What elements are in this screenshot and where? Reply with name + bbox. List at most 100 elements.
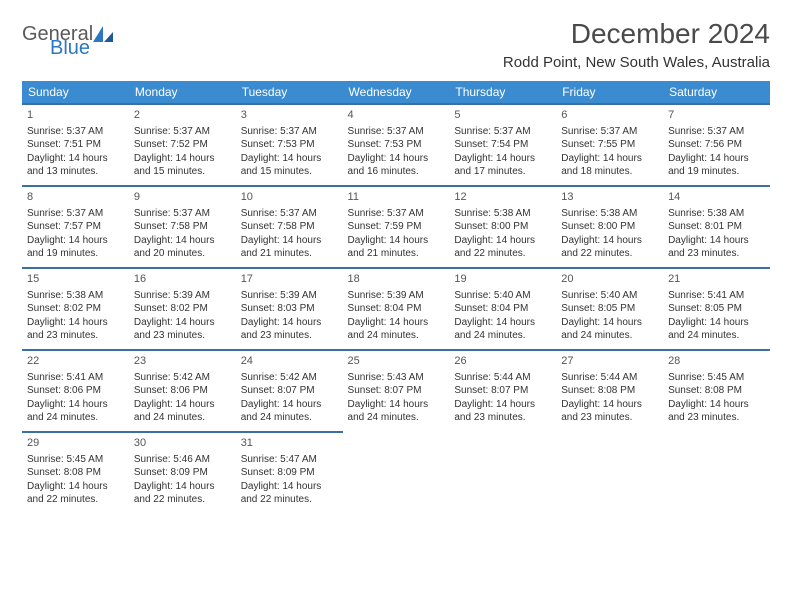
daylight-text: Daylight: 14 hours and 19 minutes. bbox=[27, 234, 124, 261]
daylight-text: Daylight: 14 hours and 24 minutes. bbox=[348, 316, 445, 343]
calendar-cell: 11Sunrise: 5:37 AMSunset: 7:59 PMDayligh… bbox=[343, 186, 450, 268]
day-number: 4 bbox=[348, 108, 445, 123]
sunrise-text: Sunrise: 5:37 AM bbox=[27, 125, 124, 139]
daylight-text: Daylight: 14 hours and 22 minutes. bbox=[134, 480, 231, 507]
daylight-text: Daylight: 14 hours and 22 minutes. bbox=[454, 234, 551, 261]
sunset-text: Sunset: 7:53 PM bbox=[348, 138, 445, 152]
day-number: 26 bbox=[454, 354, 551, 369]
calendar-cell: 20Sunrise: 5:40 AMSunset: 8:05 PMDayligh… bbox=[556, 268, 663, 350]
calendar-cell: 30 Sunrise: 5:46 AMSunset: 8:09 PMDayligh… bbox=[129, 432, 236, 514]
calendar-cell: 8Sunrise: 5:37 AMSunset: 7:57 PMDaylight… bbox=[22, 186, 129, 268]
daylight-text: Daylight: 14 hours and 24 minutes. bbox=[668, 316, 765, 343]
sunset-text: Sunset: 8:02 PM bbox=[27, 302, 124, 316]
weekday-header: Wednesday bbox=[343, 81, 450, 104]
sunrise-text: Sunrise: 5:46 AM bbox=[134, 453, 231, 467]
sunset-text: Sunset: 7:59 PM bbox=[348, 220, 445, 234]
daylight-text: Daylight: 14 hours and 21 minutes. bbox=[348, 234, 445, 261]
sunrise-text: Sunrise: 5:44 AM bbox=[454, 371, 551, 385]
sunrise-text: Sunrise: 5:44 AM bbox=[561, 371, 658, 385]
sunset-text: Sunset: 8:07 PM bbox=[241, 384, 338, 398]
calendar-cell: 27Sunrise: 5:44 AMSunset: 8:08 PMDayligh… bbox=[556, 350, 663, 432]
sunset-text: Sunset: 7:53 PM bbox=[241, 138, 338, 152]
day-number: 25 bbox=[348, 354, 445, 369]
sunrise-text: Sunrise: 5:37 AM bbox=[241, 125, 338, 139]
sunrise-text: Sunrise: 5:37 AM bbox=[27, 207, 124, 221]
sunset-text: Sunset: 8:01 PM bbox=[668, 220, 765, 234]
sunrise-text: Sunrise: 5:39 AM bbox=[348, 289, 445, 303]
daylight-text: Daylight: 14 hours and 24 minutes. bbox=[454, 316, 551, 343]
daylight-text: Daylight: 14 hours and 22 minutes. bbox=[241, 480, 338, 507]
day-number: 19 bbox=[454, 272, 551, 287]
calendar-cell bbox=[663, 432, 770, 514]
daylight-text: Daylight: 14 hours and 15 minutes. bbox=[241, 152, 338, 179]
day-number: 31 bbox=[241, 436, 338, 451]
sunrise-text: Sunrise: 5:47 AM bbox=[241, 453, 338, 467]
sunset-text: Sunset: 7:51 PM bbox=[27, 138, 124, 152]
day-number: 10 bbox=[241, 190, 338, 205]
sunset-text: Sunset: 8:08 PM bbox=[668, 384, 765, 398]
sunset-text: Sunset: 8:07 PM bbox=[454, 384, 551, 398]
calendar-cell: 21 Sunrise: 5:41 AMSunset: 8:05 PMDayligh… bbox=[663, 268, 770, 350]
sunrise-text: Sunrise: 5:38 AM bbox=[27, 289, 124, 303]
day-number: 27 bbox=[561, 354, 658, 369]
weekday-header: Friday bbox=[556, 81, 663, 104]
calendar-cell: 31Sunrise: 5:47 AMSunset: 8:09 PMDayligh… bbox=[236, 432, 343, 514]
sunrise-text: Sunrise: 5:39 AM bbox=[134, 289, 231, 303]
sunset-text: Sunset: 8:06 PM bbox=[27, 384, 124, 398]
title-block: December 2024 Rodd Point, New South Wale… bbox=[503, 18, 770, 71]
sunset-text: Sunset: 8:05 PM bbox=[668, 302, 765, 316]
weekday-header: Monday bbox=[129, 81, 236, 104]
day-number: 30 bbox=[134, 436, 231, 451]
sunset-text: Sunset: 7:58 PM bbox=[134, 220, 231, 234]
day-number: 9 bbox=[134, 190, 231, 205]
sunset-text: Sunset: 7:57 PM bbox=[27, 220, 124, 234]
calendar-row: 22Sunrise: 5:41 AMSunset: 8:06 PMDayligh… bbox=[22, 350, 770, 432]
sunset-text: Sunset: 8:04 PM bbox=[348, 302, 445, 316]
daylight-text: Daylight: 14 hours and 23 minutes. bbox=[134, 316, 231, 343]
day-number: 13 bbox=[561, 190, 658, 205]
calendar-cell bbox=[449, 432, 556, 514]
daylight-text: Daylight: 14 hours and 16 minutes. bbox=[348, 152, 445, 179]
sunrise-text: Sunrise: 5:41 AM bbox=[668, 289, 765, 303]
sunrise-text: Sunrise: 5:38 AM bbox=[561, 207, 658, 221]
daylight-text: Daylight: 14 hours and 24 minutes. bbox=[241, 398, 338, 425]
calendar-cell: 26Sunrise: 5:44 AMSunset: 8:07 PMDayligh… bbox=[449, 350, 556, 432]
sunset-text: Sunset: 8:07 PM bbox=[348, 384, 445, 398]
day-number: 5 bbox=[454, 108, 551, 123]
daylight-text: Daylight: 14 hours and 24 minutes. bbox=[27, 398, 124, 425]
day-number: 14 bbox=[668, 190, 765, 205]
day-number: 21 bbox=[668, 272, 765, 287]
sunrise-text: Sunrise: 5:37 AM bbox=[134, 125, 231, 139]
sunset-text: Sunset: 7:52 PM bbox=[134, 138, 231, 152]
sunrise-text: Sunrise: 5:37 AM bbox=[348, 125, 445, 139]
daylight-text: Daylight: 14 hours and 23 minutes. bbox=[27, 316, 124, 343]
sunset-text: Sunset: 8:04 PM bbox=[454, 302, 551, 316]
sunrise-text: Sunrise: 5:37 AM bbox=[134, 207, 231, 221]
daylight-text: Daylight: 14 hours and 15 minutes. bbox=[134, 152, 231, 179]
sunset-text: Sunset: 8:00 PM bbox=[561, 220, 658, 234]
sunrise-text: Sunrise: 5:42 AM bbox=[134, 371, 231, 385]
calendar-cell: 17Sunrise: 5:39 AMSunset: 8:03 PMDayligh… bbox=[236, 268, 343, 350]
calendar-cell: 6Sunrise: 5:37 AMSunset: 7:55 PMDaylight… bbox=[556, 104, 663, 186]
weekday-header: Thursday bbox=[449, 81, 556, 104]
calendar-cell: 3Sunrise: 5:37 AMSunset: 7:53 PMDaylight… bbox=[236, 104, 343, 186]
sunset-text: Sunset: 8:08 PM bbox=[561, 384, 658, 398]
calendar-cell bbox=[343, 432, 450, 514]
sunset-text: Sunset: 8:06 PM bbox=[134, 384, 231, 398]
sunrise-text: Sunrise: 5:38 AM bbox=[454, 207, 551, 221]
logo-sail-icon bbox=[91, 24, 115, 44]
sunset-text: Sunset: 7:56 PM bbox=[668, 138, 765, 152]
sunrise-text: Sunrise: 5:42 AM bbox=[241, 371, 338, 385]
sunrise-text: Sunrise: 5:43 AM bbox=[348, 371, 445, 385]
day-number: 6 bbox=[561, 108, 658, 123]
sunset-text: Sunset: 8:09 PM bbox=[134, 466, 231, 480]
sunset-text: Sunset: 8:05 PM bbox=[561, 302, 658, 316]
sunset-text: Sunset: 8:00 PM bbox=[454, 220, 551, 234]
calendar-cell: 19Sunrise: 5:40 AMSunset: 8:04 PMDayligh… bbox=[449, 268, 556, 350]
day-number: 24 bbox=[241, 354, 338, 369]
location-text: Rodd Point, New South Wales, Australia bbox=[503, 54, 770, 71]
sunset-text: Sunset: 7:58 PM bbox=[241, 220, 338, 234]
sunrise-text: Sunrise: 5:45 AM bbox=[27, 453, 124, 467]
sunrise-text: Sunrise: 5:39 AM bbox=[241, 289, 338, 303]
calendar-row: 1Sunrise: 5:37 AMSunset: 7:51 PMDaylight… bbox=[22, 104, 770, 186]
